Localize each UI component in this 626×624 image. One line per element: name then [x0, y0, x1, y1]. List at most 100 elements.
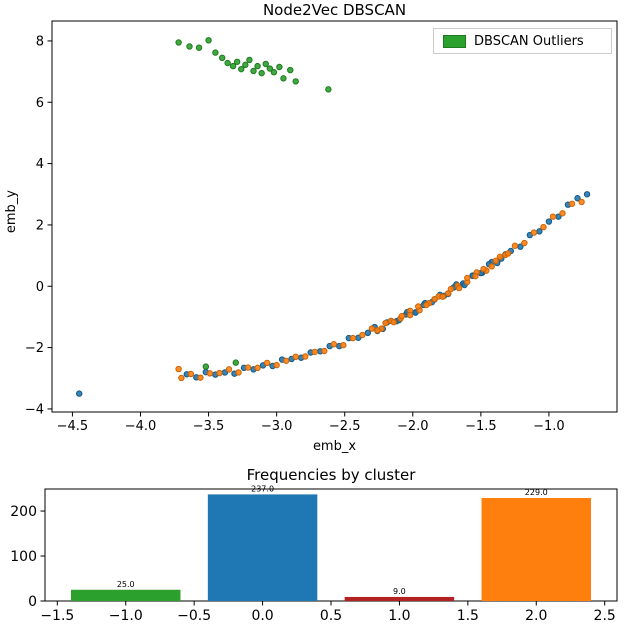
- x-tick-label: 1.0: [388, 608, 410, 624]
- scatter-point-cluster-orange: [406, 311, 414, 319]
- scatter-point-cluster-orange: [197, 374, 204, 381]
- y-tick-label: 0: [36, 280, 44, 295]
- scatter-point-cluster-orange: [464, 274, 471, 282]
- scatter-point-dbscan-outliers: [242, 61, 249, 69]
- x-tick-label: 0.5: [320, 608, 342, 624]
- scatter-point-cluster-orange: [206, 370, 214, 377]
- scatter-point-cluster-orange: [254, 364, 261, 372]
- y-tick-label: 0: [28, 594, 37, 610]
- scatter-point-dbscan-outliers: [258, 69, 265, 77]
- scatter-point-cluster-orange: [549, 213, 557, 220]
- x-tick-label: 1.5: [457, 608, 479, 624]
- scatter-point-cluster-orange: [225, 366, 233, 373]
- scatter-point-dbscan-outliers: [186, 43, 193, 50]
- scatter-point-cluster-orange: [273, 361, 280, 369]
- scatter-point-cluster-orange: [244, 364, 252, 371]
- bar-cluster-2: [481, 497, 591, 601]
- scatter-point-dbscan-outliers: [224, 59, 231, 67]
- scatter-point-cluster-orange: [455, 284, 463, 292]
- scatter-point-dbscan-outliers: [212, 49, 219, 56]
- y-tick-label: −4: [25, 402, 44, 417]
- scatter-point-dbscan-outliers: [229, 62, 237, 70]
- scatter-point-cluster-orange: [187, 370, 195, 378]
- x-tick-label: −2.0: [397, 419, 429, 434]
- y-tick-label: −2: [25, 341, 44, 356]
- scatter-point-cluster-orange: [178, 374, 185, 382]
- scatter-point-cluster-orange: [321, 347, 328, 355]
- x-tick-label: 0.0: [251, 608, 273, 624]
- scatter-point-dbscan-outliers: [202, 363, 210, 370]
- scatter-point-cluster-orange: [472, 272, 479, 280]
- scatter-point-cluster-orange: [311, 348, 318, 356]
- scatter-point-cluster-orange: [423, 301, 430, 309]
- scatter-point-cluster-orange: [439, 293, 446, 300]
- x-tick-label: −4.0: [125, 419, 157, 434]
- scatter-point-cluster-orange: [504, 250, 512, 257]
- scatter-point-cluster-blue: [364, 329, 372, 337]
- scatter-point-cluster-blue: [536, 228, 543, 235]
- bar-value-label: 237.0: [251, 484, 274, 493]
- bar-cluster-1: [344, 596, 455, 601]
- scatter-point-cluster-orange: [578, 198, 585, 206]
- scatter-point-cluster-orange: [282, 357, 290, 364]
- x-tick-label: −1.0: [109, 608, 143, 624]
- scatter-point-dbscan-outliers: [262, 60, 269, 68]
- scatter-point-cluster-orange: [496, 253, 504, 261]
- scatter-point-cluster-orange: [480, 265, 487, 273]
- scatter-point-cluster-orange: [175, 365, 182, 373]
- scatter-point-cluster-orange: [216, 369, 223, 377]
- scatter-point-cluster-orange: [431, 295, 438, 303]
- scatter-point-dbscan-outliers: [246, 56, 253, 64]
- scatter-point-cluster-orange: [302, 353, 309, 360]
- scatter-point-cluster-orange: [568, 200, 576, 207]
- bar-chart-title: Frequencies by cluster: [246, 466, 416, 484]
- x-tick-label: −0.5: [177, 608, 211, 624]
- scatter-point-cluster-orange: [340, 341, 347, 349]
- scatter-x-axis-label: emb_x: [312, 439, 357, 454]
- bar-value-label: 25.0: [117, 580, 135, 589]
- scatter-point-cluster-orange: [359, 331, 366, 339]
- y-tick-label: 200: [10, 504, 37, 520]
- scatter-point-cluster-orange: [390, 318, 397, 326]
- scatter-point-cluster-orange: [492, 257, 500, 265]
- scatter-point-dbscan-outliers: [238, 65, 245, 73]
- y-tick-label: 6: [36, 96, 44, 111]
- scatter-point-dbscan-outliers: [175, 39, 182, 46]
- scatter-point-cluster-blue: [545, 218, 553, 225]
- y-tick-label: 2: [36, 218, 44, 233]
- scatter-plot-frame: [51, 20, 618, 413]
- scatter-y-axis-label: emb_y: [4, 190, 19, 234]
- scatter-point-dbscan-outliers: [266, 65, 274, 72]
- scatter-point-cluster-orange: [530, 229, 538, 236]
- scatter-point-dbscan-outliers: [195, 44, 203, 51]
- scatter-point-cluster-orange: [398, 312, 406, 320]
- legend: DBSCAN Outliers: [433, 28, 612, 54]
- scatter-point-cluster-blue: [583, 191, 591, 198]
- scatter-point-cluster-orange: [374, 327, 381, 334]
- scatter-point-dbscan-outliers: [287, 66, 294, 74]
- x-tick-label: 2.5: [594, 608, 616, 624]
- y-tick-label: 100: [10, 549, 37, 565]
- scatter-point-cluster-orange: [511, 242, 519, 249]
- x-tick-label: −3.0: [261, 419, 293, 434]
- scatter-point-cluster-orange: [382, 319, 389, 327]
- scatter-point-dbscan-outliers: [218, 54, 226, 61]
- scatter-point-dbscan-outliers: [280, 75, 287, 82]
- scatter-point-dbscan-outliers: [250, 67, 257, 75]
- x-tick-label: 2.0: [525, 608, 547, 624]
- scatter-point-cluster-orange: [540, 223, 547, 231]
- scatter-point-cluster-orange: [263, 359, 271, 367]
- scatter-point-cluster-orange: [330, 341, 338, 348]
- x-tick-label: −3.5: [193, 419, 225, 434]
- scatter-point-dbscan-outliers: [292, 78, 299, 85]
- scatter-point-cluster-orange: [447, 285, 455, 293]
- bar-cluster--1: [71, 589, 181, 601]
- scatter-point-cluster-blue: [76, 390, 83, 397]
- scatter-point-cluster-orange: [521, 239, 528, 247]
- x-tick-label: −2.5: [329, 419, 361, 434]
- x-tick-label: −1.5: [465, 419, 497, 434]
- scatter-point-dbscan-outliers: [233, 58, 241, 65]
- x-tick-label: −1.5: [40, 608, 74, 624]
